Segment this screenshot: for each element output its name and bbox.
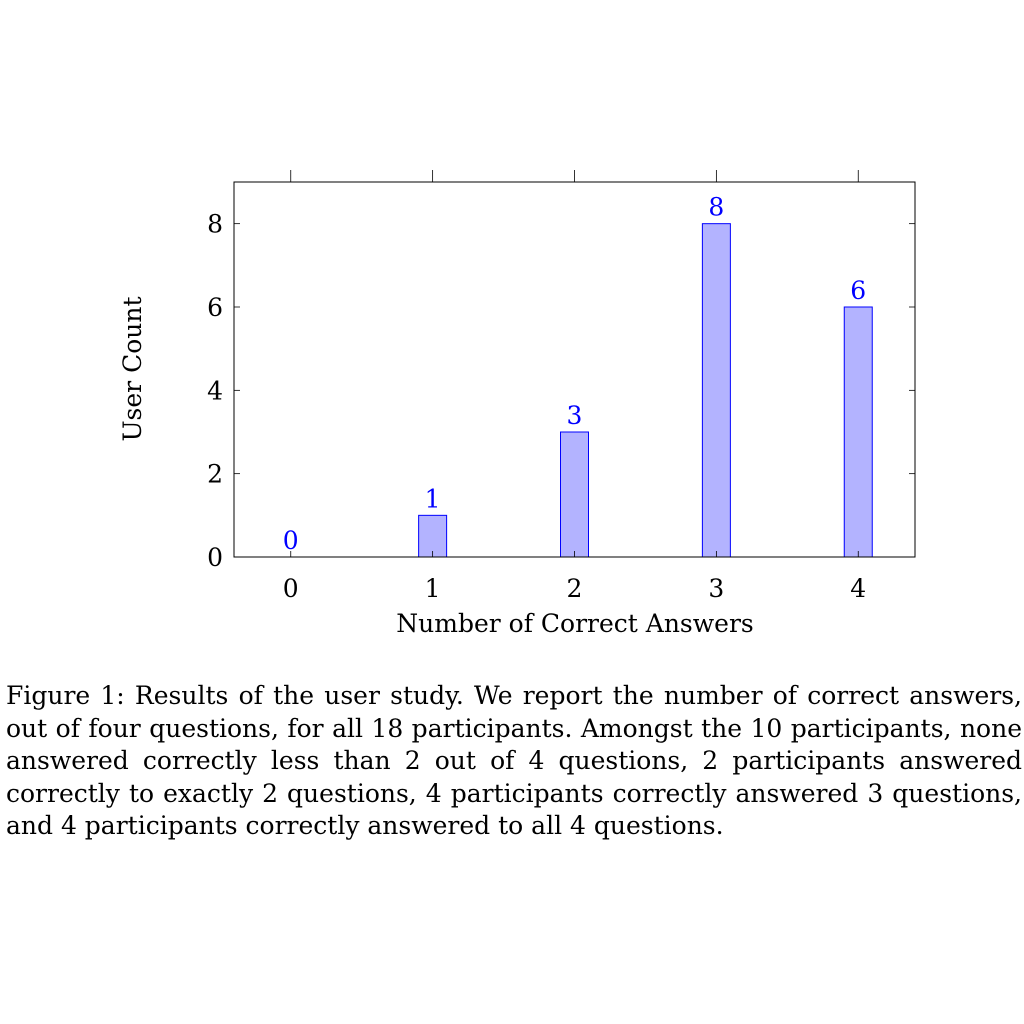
x-tick-label-3: 3: [708, 574, 724, 603]
x-axis-label: Number of Correct Answers: [396, 609, 753, 638]
y-tick-label-8: 8: [207, 210, 223, 239]
data-label-3: 8: [708, 193, 724, 222]
bar-3: [701, 223, 731, 558]
x-tick-label-0: 0: [283, 574, 299, 603]
bar-4: [843, 306, 873, 558]
x-tick-label-4: 4: [850, 574, 866, 603]
x-tick-label-2: 2: [567, 574, 583, 603]
bar-2: [560, 431, 589, 558]
data-label-4: 6: [850, 276, 866, 305]
plot-area: 0 1 3 8 6 0 1 2 3 4 0 2 4 6 8: [207, 170, 916, 603]
figure-caption: Figure 1: Results of the user study. We …: [6, 681, 1022, 840]
data-label-1: 1: [425, 484, 441, 513]
data-label-0: 0: [283, 526, 299, 555]
y-axis-label: User Count: [118, 296, 147, 441]
data-label-2: 3: [567, 401, 583, 430]
y-tick-label-6: 6: [207, 293, 223, 322]
bar-1: [418, 514, 448, 558]
y-tick-label-4: 4: [207, 376, 223, 405]
y-tick-label-2: 2: [207, 460, 223, 489]
y-tick-label-0: 0: [207, 543, 223, 572]
x-tick-label-1: 1: [425, 574, 441, 603]
bar-chart: 0 1 3 8 6 0 1 2 3 4 0 2 4 6 8 Number of Correct Answer…: [118, 170, 916, 638]
